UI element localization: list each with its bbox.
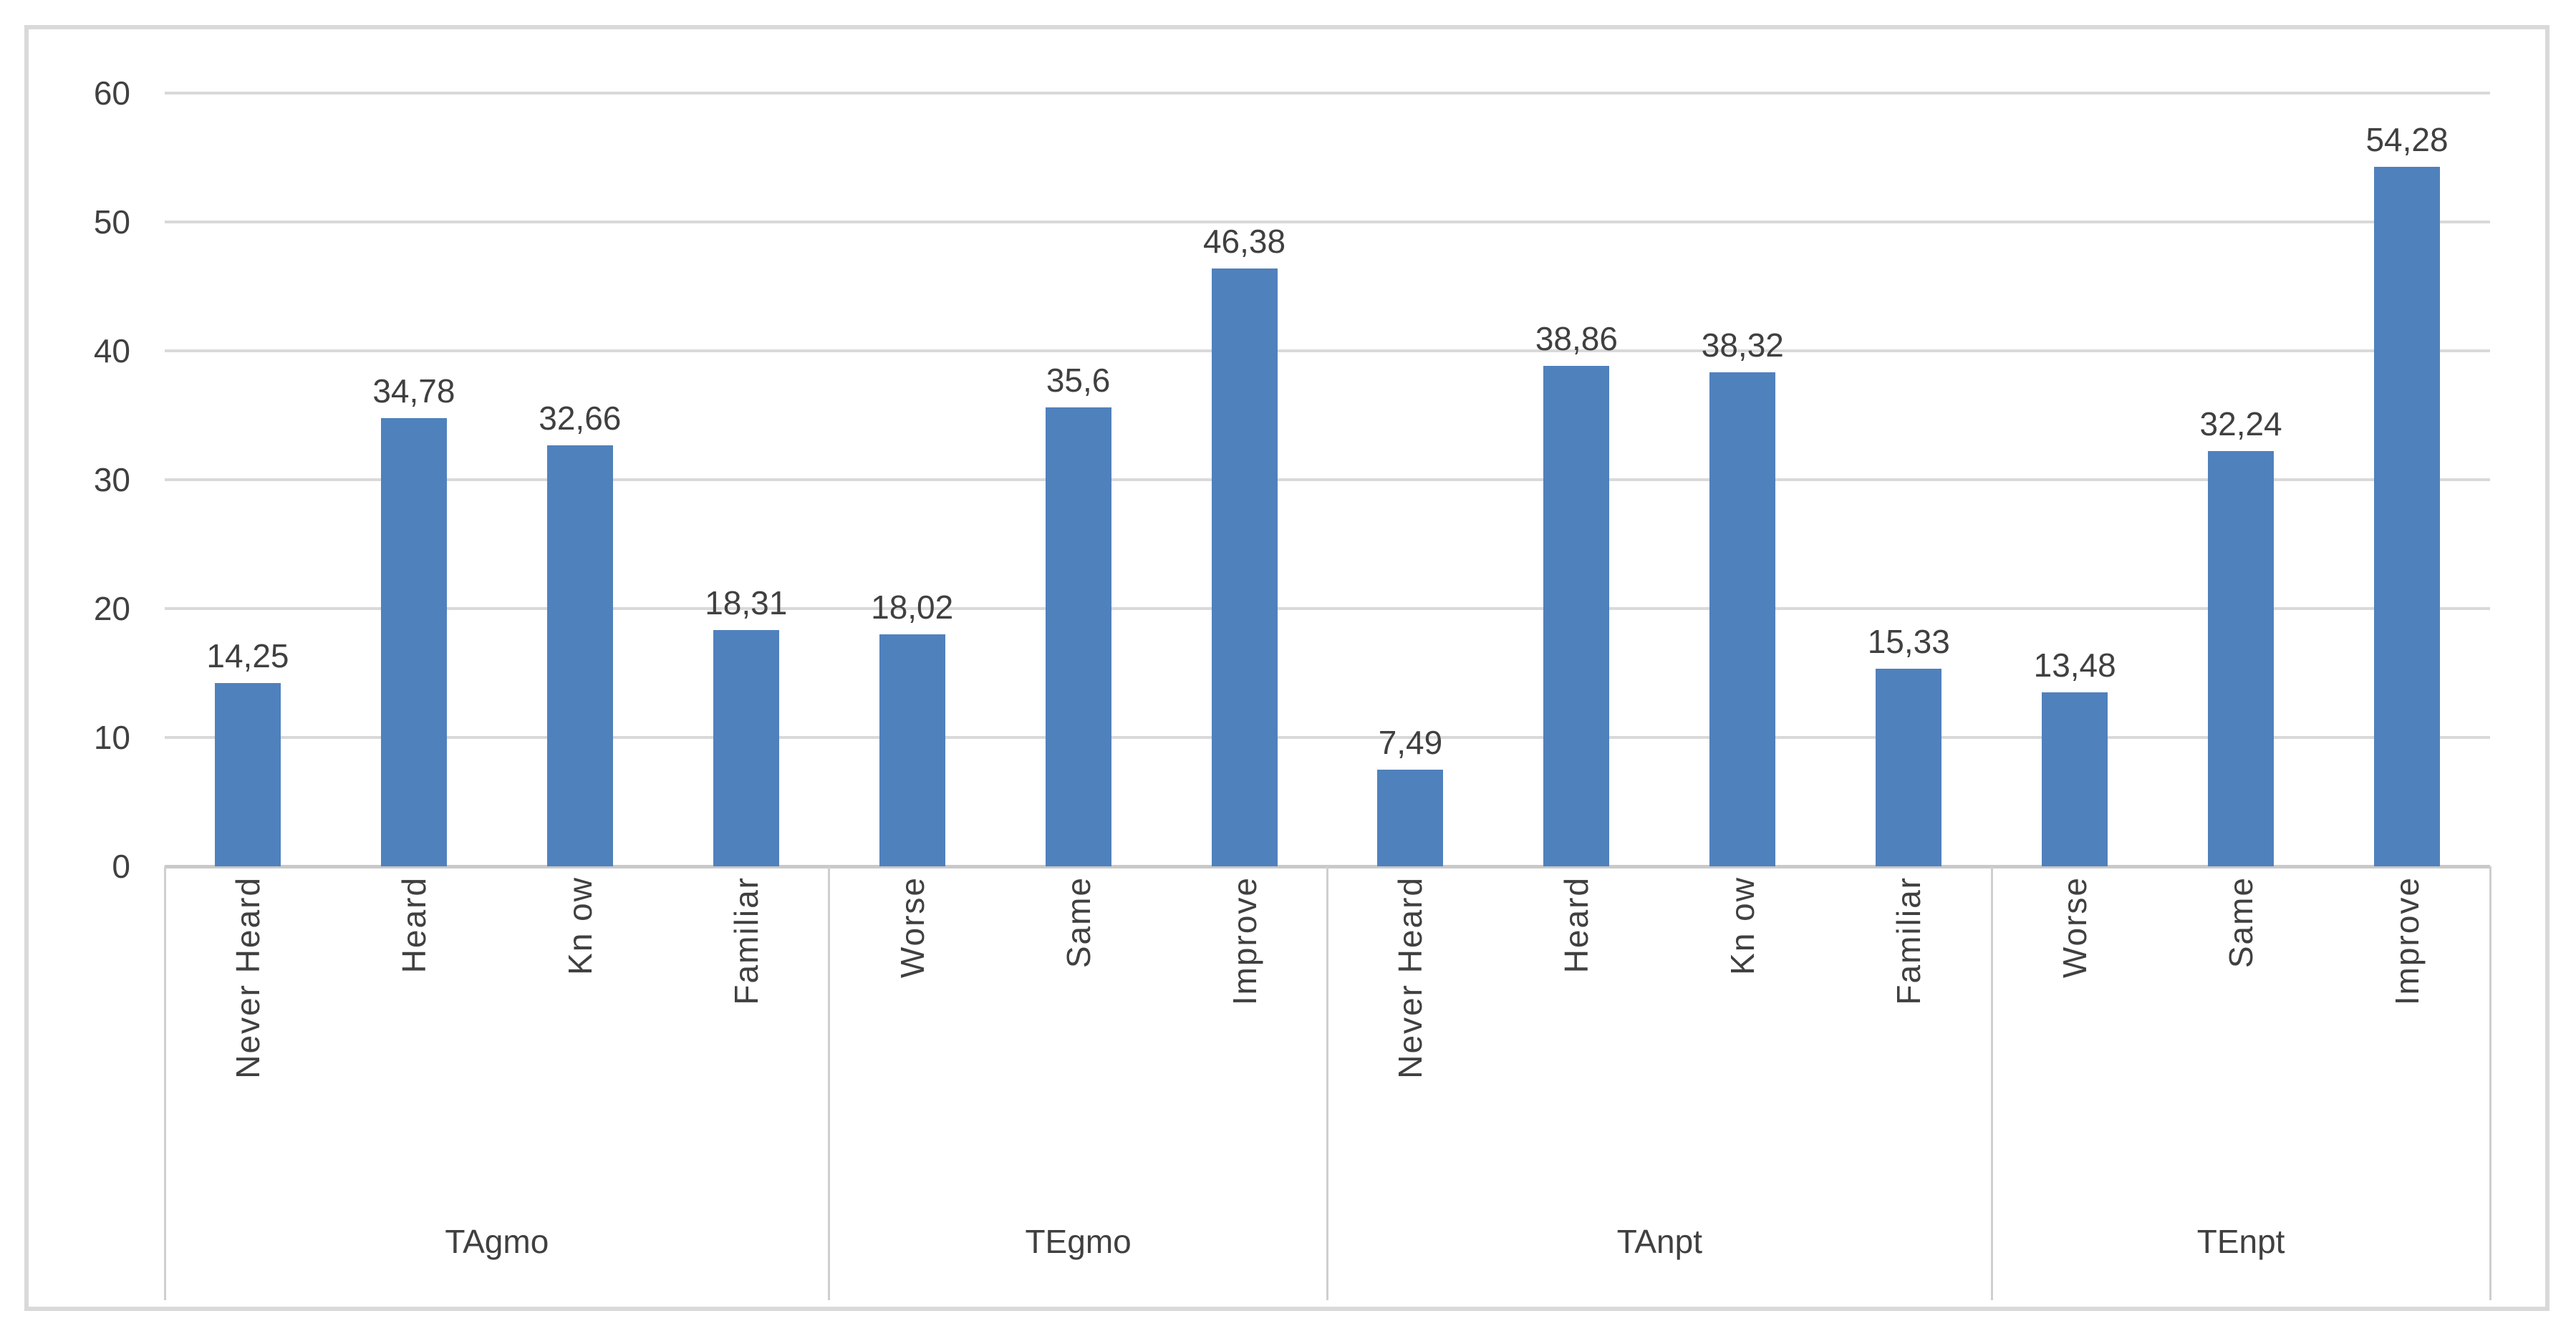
bar-never-heard-0 bbox=[214, 682, 281, 866]
bar-heard-1 bbox=[380, 417, 447, 866]
category-label: Same bbox=[2222, 876, 2260, 969]
category-slot: Never Heard bbox=[1328, 876, 1494, 1227]
bar-heard-8 bbox=[1543, 365, 1610, 866]
bar-value-label: 34,78 bbox=[372, 372, 455, 410]
category-slot: Kn ow bbox=[497, 876, 663, 1227]
bar-same-12 bbox=[2208, 450, 2274, 866]
bar-value-label: 38,32 bbox=[1701, 326, 1784, 364]
bar-familiar-10 bbox=[1876, 669, 1942, 866]
bar-worse-4 bbox=[879, 634, 945, 866]
bar-value-label: 46,38 bbox=[1202, 223, 1286, 261]
bar-improve-13 bbox=[2374, 166, 2441, 866]
y-tick-label-20: 20 bbox=[93, 590, 130, 627]
category-slot: Heard bbox=[1493, 876, 1659, 1227]
category-slot: Never Heard bbox=[165, 876, 331, 1227]
group-label-tenpt: TEnpt bbox=[2196, 1223, 2285, 1260]
bar-same-5 bbox=[1045, 407, 1111, 866]
bar-value-label: 15,33 bbox=[1867, 623, 1950, 661]
gridline-30 bbox=[165, 478, 2490, 481]
category-slot: Same bbox=[2158, 876, 2324, 1227]
group-divider bbox=[1326, 866, 1328, 1300]
y-tick-label-60: 60 bbox=[93, 74, 130, 112]
bar-worse-11 bbox=[2042, 692, 2108, 866]
category-slot: Improve bbox=[1162, 876, 1328, 1227]
bar-value-label: 13,48 bbox=[2033, 647, 2116, 684]
group-divider bbox=[1990, 866, 1993, 1300]
bar-value-label: 35,6 bbox=[1046, 362, 1111, 400]
y-tick-label-0: 0 bbox=[112, 848, 130, 885]
category-label: Never Heard bbox=[1391, 876, 1429, 1079]
category-slot: Heard bbox=[331, 876, 497, 1227]
group-divider bbox=[2489, 866, 2491, 1300]
category-slot: Kn ow bbox=[1659, 876, 1825, 1227]
category-slot: Familiar bbox=[663, 876, 829, 1227]
category-slot: Familiar bbox=[1825, 876, 1992, 1227]
bar-kn-ow-2 bbox=[546, 445, 613, 866]
group-label-tagmo: TAgmo bbox=[445, 1223, 549, 1260]
category-label: Same bbox=[1059, 876, 1097, 969]
category-label: Worse bbox=[2056, 876, 2094, 979]
category-slot: Worse bbox=[829, 876, 995, 1227]
gridline-40 bbox=[165, 349, 2490, 352]
bar-never-heard-7 bbox=[1377, 770, 1444, 866]
category-slot: Same bbox=[995, 876, 1162, 1227]
category-label: Worse bbox=[893, 876, 931, 979]
bar-value-label: 18,31 bbox=[705, 584, 788, 622]
gridline-60 bbox=[165, 92, 2490, 95]
y-tick-label-30: 30 bbox=[93, 461, 130, 498]
bar-value-label: 38,86 bbox=[1535, 319, 1618, 357]
bar-kn-ow-9 bbox=[1709, 372, 1776, 866]
group-divider bbox=[828, 866, 831, 1300]
gridline-20 bbox=[165, 607, 2490, 610]
category-label: Improve bbox=[2388, 876, 2426, 1006]
group-label-tanpt: TAnpt bbox=[1616, 1223, 1702, 1260]
y-tick-label-10: 10 bbox=[93, 719, 130, 756]
y-tick-label-50: 50 bbox=[93, 203, 130, 241]
category-slot: Improve bbox=[2324, 876, 2490, 1227]
category-label: Familiar bbox=[727, 876, 765, 1005]
y-tick-label-40: 40 bbox=[93, 332, 130, 369]
category-label: Heard bbox=[1558, 876, 1596, 974]
category-label: Improve bbox=[1225, 876, 1263, 1006]
bar-familiar-3 bbox=[713, 630, 779, 866]
gridline-10 bbox=[165, 736, 2490, 739]
chart-border-frame bbox=[24, 25, 2550, 1311]
group-divider bbox=[163, 866, 166, 1300]
gridline-50 bbox=[165, 221, 2490, 223]
bar-value-label: 54,28 bbox=[2365, 120, 2449, 158]
group-label-tegmo: TEgmo bbox=[1025, 1223, 1132, 1260]
bar-value-label: 32,24 bbox=[2199, 405, 2282, 442]
category-label: Kn ow bbox=[1724, 876, 1762, 975]
category-label: Never Heard bbox=[228, 876, 266, 1079]
category-slot: Worse bbox=[1992, 876, 2158, 1227]
bar-value-label: 32,66 bbox=[539, 400, 622, 437]
category-label: Familiar bbox=[1890, 876, 1928, 1005]
bar-value-label: 18,02 bbox=[871, 588, 954, 626]
category-label: Heard bbox=[395, 876, 433, 974]
category-label: Kn ow bbox=[561, 876, 599, 975]
bar-value-label: 7,49 bbox=[1378, 724, 1443, 762]
bar-value-label: 14,25 bbox=[206, 636, 289, 674]
bar-improve-6 bbox=[1211, 268, 1278, 866]
